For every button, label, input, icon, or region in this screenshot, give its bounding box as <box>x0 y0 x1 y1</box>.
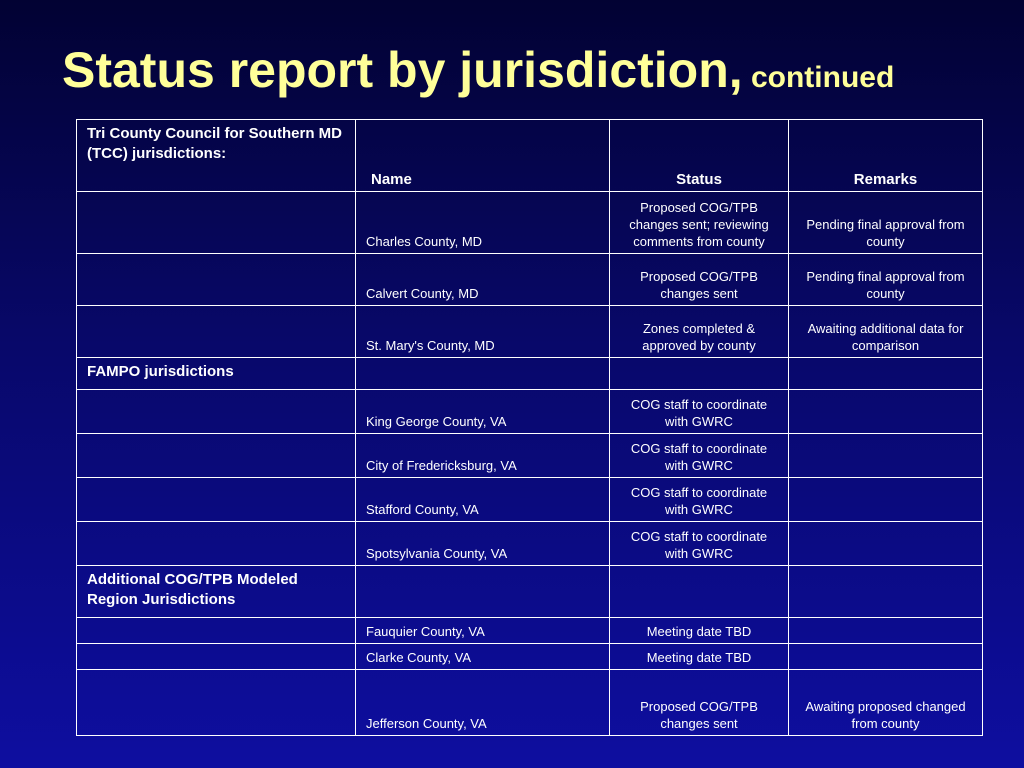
table-cell-empty <box>609 565 789 618</box>
table-cell-empty <box>76 305 356 358</box>
slide-title-main: Status report by jurisdiction, <box>62 42 743 98</box>
jurisdiction-status: COG staff to coordinate with GWRC <box>609 389 789 434</box>
table-group-row: FAMPO jurisdictions <box>76 357 983 390</box>
group-label-fampo: FAMPO jurisdictions <box>76 357 356 390</box>
table-cell-empty <box>76 389 356 434</box>
table-cell-empty <box>355 357 610 390</box>
table-cell-empty <box>76 669 356 736</box>
group-label-additional: Additional COG/TPB Modeled Region Jurisd… <box>76 565 356 618</box>
jurisdiction-name: Jefferson County, VA <box>355 669 610 736</box>
status-table: Tri County Council for Southern MD (TCC)… <box>76 119 983 736</box>
slide-title-suffix: continued <box>742 61 895 94</box>
slide-title: Status report by jurisdiction, continued <box>62 40 894 108</box>
jurisdiction-remarks: Awaiting proposed changed from county <box>788 669 983 736</box>
jurisdiction-status: Proposed COG/TPB changes sent <box>609 669 789 736</box>
table-row: King George County, VA COG staff to coor… <box>76 389 983 434</box>
jurisdiction-status: COG staff to coordinate with GWRC <box>609 477 789 522</box>
table-cell-empty <box>788 357 983 390</box>
table-cell-empty <box>76 617 356 644</box>
table-row: Fauquier County, VA Meeting date TBD <box>76 617 983 644</box>
jurisdiction-name: King George County, VA <box>355 389 610 434</box>
jurisdiction-remarks <box>788 521 983 566</box>
jurisdiction-name: Stafford County, VA <box>355 477 610 522</box>
table-row: Calvert County, MD Proposed COG/TPB chan… <box>76 253 983 306</box>
jurisdiction-name: St. Mary's County, MD <box>355 305 610 358</box>
jurisdiction-name: Fauquier County, VA <box>355 617 610 644</box>
jurisdiction-status: Proposed COG/TPB changes sent <box>609 253 789 306</box>
jurisdiction-name: Clarke County, VA <box>355 643 610 670</box>
table-cell-empty <box>609 357 789 390</box>
jurisdiction-remarks <box>788 643 983 670</box>
jurisdiction-status: COG staff to coordinate with GWRC <box>609 433 789 478</box>
table-row: Clarke County, VA Meeting date TBD <box>76 643 983 670</box>
table-row: St. Mary's County, MD Zones completed & … <box>76 305 983 358</box>
table-row: Stafford County, VA COG staff to coordin… <box>76 477 983 522</box>
jurisdiction-status: Meeting date TBD <box>609 643 789 670</box>
table-row: Jefferson County, VA Proposed COG/TPB ch… <box>76 669 983 736</box>
table-cell-empty <box>76 643 356 670</box>
jurisdiction-status: Zones completed & approved by county <box>609 305 789 358</box>
column-header-remarks: Remarks <box>788 119 983 192</box>
jurisdiction-name: City of Fredericksburg, VA <box>355 433 610 478</box>
table-cell-empty <box>76 477 356 522</box>
group-label-tcc: Tri County Council for Southern MD (TCC)… <box>76 119 356 192</box>
table-cell-empty <box>788 565 983 618</box>
jurisdiction-status: Meeting date TBD <box>609 617 789 644</box>
jurisdiction-status: COG staff to coordinate with GWRC <box>609 521 789 566</box>
jurisdiction-remarks <box>788 389 983 434</box>
jurisdiction-remarks: Pending final approval from county <box>788 253 983 306</box>
table-cell-empty <box>76 433 356 478</box>
table-cell-empty <box>355 565 610 618</box>
table-header-row: Tri County Council for Southern MD (TCC)… <box>76 119 983 192</box>
table-cell-empty <box>76 521 356 566</box>
table-row: City of Fredericksburg, VA COG staff to … <box>76 433 983 478</box>
table-row: Charles County, MD Proposed COG/TPB chan… <box>76 191 983 254</box>
jurisdiction-remarks: Awaiting additional data for comparison <box>788 305 983 358</box>
jurisdiction-status: Proposed COG/TPB changes sent; reviewing… <box>609 191 789 254</box>
jurisdiction-remarks <box>788 477 983 522</box>
jurisdiction-remarks <box>788 617 983 644</box>
table-cell-empty <box>76 191 356 254</box>
column-header-status: Status <box>609 119 789 192</box>
jurisdiction-name: Charles County, MD <box>355 191 610 254</box>
jurisdiction-remarks <box>788 433 983 478</box>
jurisdiction-name: Spotsylvania County, VA <box>355 521 610 566</box>
table-cell-empty <box>76 253 356 306</box>
table-row: Spotsylvania County, VA COG staff to coo… <box>76 521 983 566</box>
jurisdiction-name: Calvert County, MD <box>355 253 610 306</box>
table-group-row: Additional COG/TPB Modeled Region Jurisd… <box>76 565 983 618</box>
column-header-name: Name <box>355 119 610 192</box>
jurisdiction-remarks: Pending final approval from county <box>788 191 983 254</box>
